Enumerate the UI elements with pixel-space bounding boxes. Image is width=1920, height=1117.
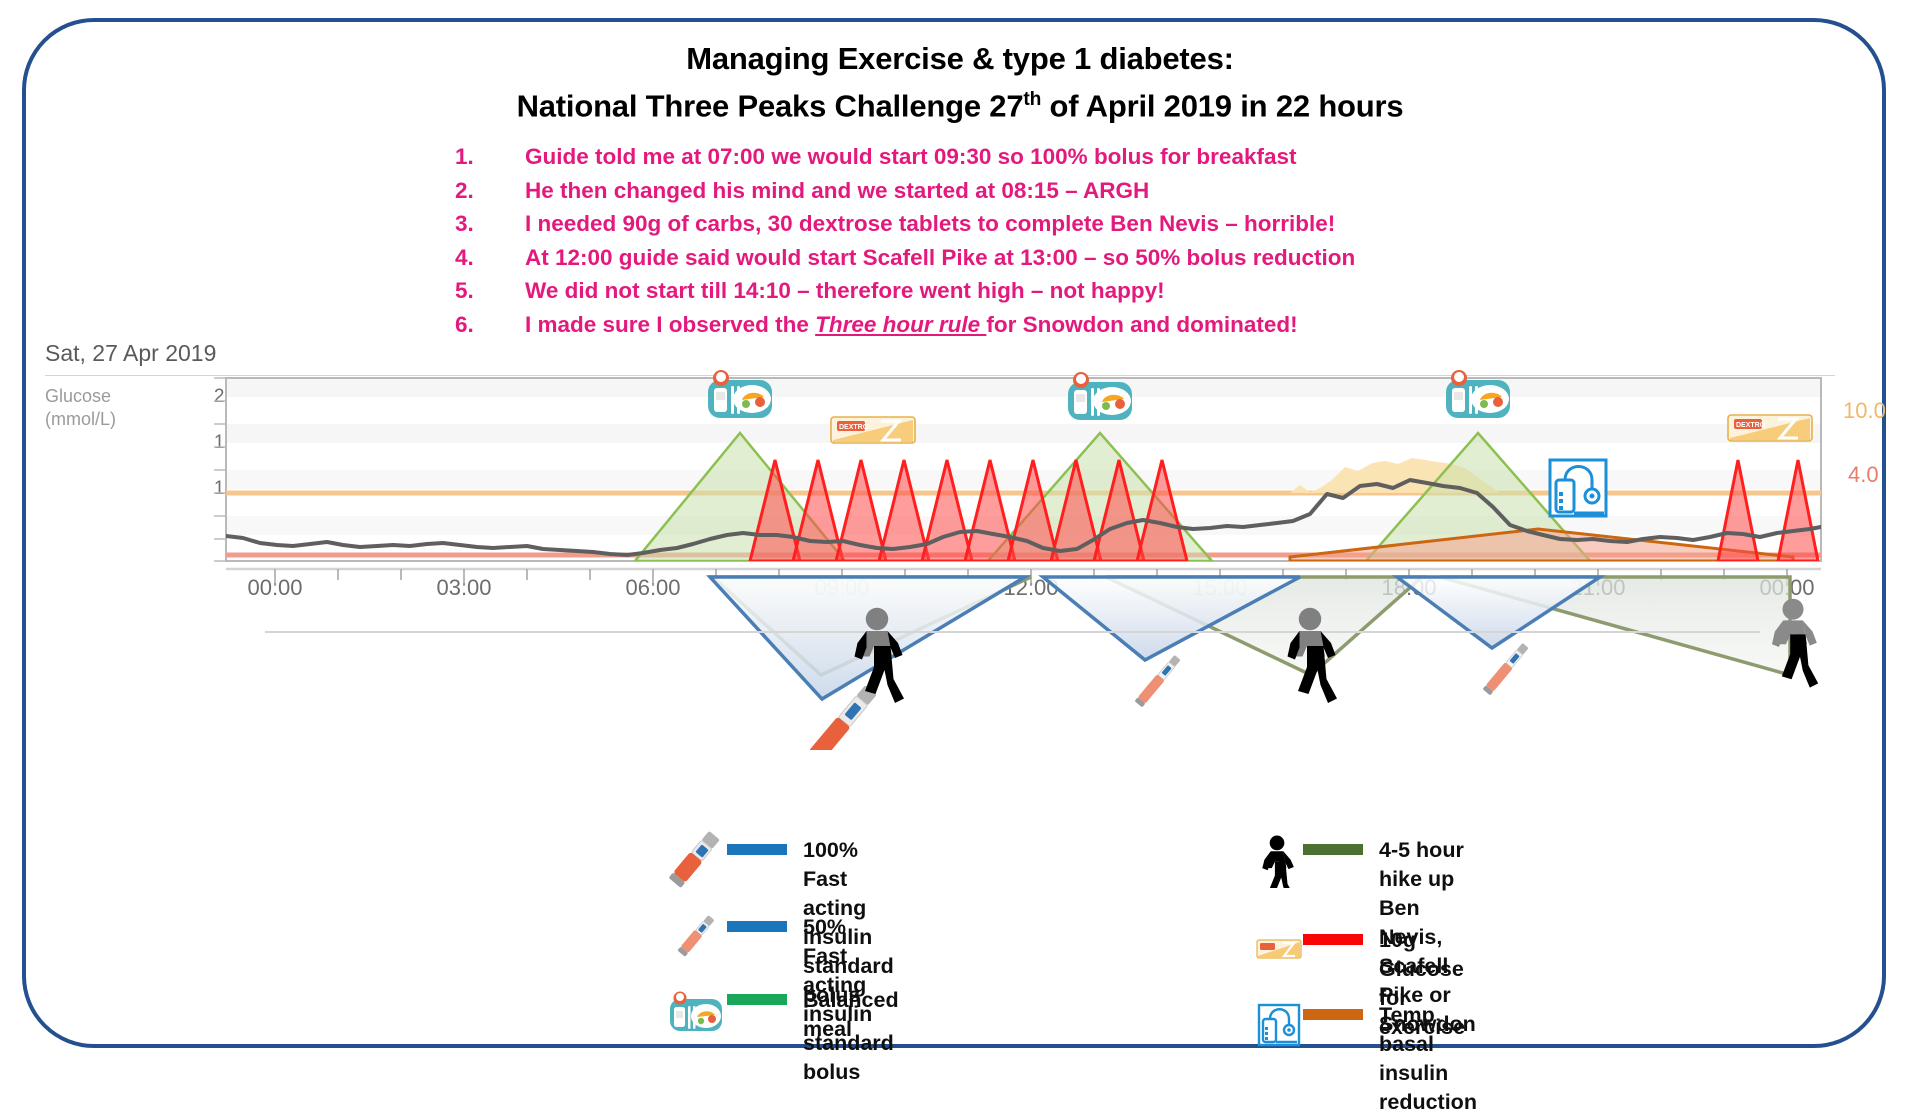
y-axis-title: Glucose (mmol/L) bbox=[45, 385, 185, 431]
bullet-number: 2. bbox=[455, 177, 474, 203]
legend-item-50-bolus: 50% Fast acting insulin standard bolus bbox=[665, 907, 894, 1087]
chart-header-divider bbox=[45, 375, 1835, 376]
bullet-text: Guide told me at 07:00 we would start 09… bbox=[525, 144, 1297, 169]
bullet-text: I made sure I observed the Three hour ru… bbox=[525, 308, 1298, 342]
bolus-triangle-50-a bbox=[1038, 575, 1301, 663]
y-axis-title-line-2: (mmol/L) bbox=[45, 409, 116, 429]
insulin-pen-large-icon bbox=[807, 685, 876, 750]
title-line-2: National Three Peaks Challenge 27th of A… bbox=[0, 79, 1920, 126]
threshold-low-label: 4.0 bbox=[1848, 462, 1879, 487]
bullet-item-1: 1. Guide told me at 07:00 we would start… bbox=[455, 140, 1755, 174]
bullet-number: 6. bbox=[455, 311, 474, 337]
meal-tray-icon bbox=[665, 980, 727, 1038]
glucose-pack-icon: DEXTRO bbox=[830, 416, 916, 444]
bullet-item-6: 6. I made sure I observed the Three hour… bbox=[455, 308, 1755, 342]
bullet-item-3: 3. I needed 90g of carbs, 30 dextrose ta… bbox=[455, 207, 1755, 241]
bullet-number: 1. bbox=[455, 144, 474, 169]
pump-icon bbox=[1548, 458, 1608, 518]
chart-legend: 100% Fast acting insulin standard bolus bbox=[0, 812, 1920, 1114]
bullet-list: 1. Guide told me at 07:00 we would start… bbox=[455, 140, 1755, 341]
bullet-text: He then changed his mind and we started … bbox=[525, 177, 1150, 203]
legend-item-100-bolus: 100% Fast acting insulin standard bolus bbox=[665, 830, 894, 1010]
bullet-item-5: 5. We did not start till 14:10 – therefo… bbox=[455, 274, 1755, 308]
bullet-number: 3. bbox=[455, 211, 474, 236]
legend-label: Balanced meal bbox=[803, 988, 899, 1041]
legend-item-glucose: 10g Glucose for exercise bbox=[1255, 920, 1465, 1042]
title-block: Managing Exercise & type 1 diabetes: Nat… bbox=[0, 38, 1920, 126]
bullet-number: 4. bbox=[455, 244, 474, 270]
glucose-pack-icon bbox=[1255, 920, 1303, 978]
glucose-chart: Sat, 27 Apr 2019 Glucose (mmol/L) 10.0 4… bbox=[0, 330, 1920, 750]
pump-icon bbox=[1255, 995, 1303, 1053]
legend-item-temp-basal: Temp basal insulin reduction bbox=[1255, 995, 1477, 1117]
title-ordinal-suffix: th bbox=[1023, 89, 1042, 110]
walking-person-icon bbox=[1255, 830, 1303, 888]
bullet-text: At 12:00 guide said would start Scafell … bbox=[525, 244, 1356, 270]
legend-swatch bbox=[1303, 844, 1363, 855]
meal-tray-icon bbox=[1446, 370, 1510, 418]
walking-person-icon bbox=[854, 607, 904, 703]
y-axis-title-line-1: Glucose bbox=[45, 386, 112, 406]
insulin-pen-large-icon bbox=[665, 830, 727, 888]
glucose-pack-icon: DEXTRO bbox=[1727, 414, 1813, 442]
slide-canvas: Managing Exercise & type 1 diabetes: Nat… bbox=[0, 18, 1920, 1114]
title-line-1: Managing Exercise & type 1 diabetes: bbox=[686, 41, 1234, 76]
legend-item-balanced-meal: Balanced meal bbox=[665, 980, 899, 1044]
svg-text:DEXTRO: DEXTRO bbox=[1736, 422, 1766, 429]
legend-item-hike: 4-5 hour hike up Ben Nevis, Scafell Pike… bbox=[1255, 830, 1476, 1039]
legend-swatch bbox=[727, 994, 787, 1005]
chart-plot-svg: DEXTRO DEXTRO bbox=[214, 370, 1822, 750]
legend-swatch bbox=[727, 921, 787, 932]
meal-tray-icon bbox=[708, 370, 772, 418]
insulin-pen-small-icon bbox=[1483, 643, 1529, 695]
svg-text:DEXTRO: DEXTRO bbox=[839, 424, 869, 431]
bullet-number: 5. bbox=[455, 278, 474, 303]
bullet-text: We did not start till 14:10 – therefore … bbox=[525, 278, 1165, 303]
title-line-2-pre: National Three Peaks Challenge 27 bbox=[516, 88, 1024, 124]
insulin-pen-small-icon bbox=[665, 907, 727, 965]
meal-tray-icon bbox=[1068, 372, 1132, 420]
walking-person-icon bbox=[1772, 598, 1819, 688]
walking-person-icon bbox=[1287, 607, 1337, 703]
chart-date-label: Sat, 27 Apr 2019 bbox=[45, 340, 217, 366]
legend-swatch bbox=[727, 844, 787, 855]
legend-label: 4-5 hour hike up Ben Nevis, Scafell Pike… bbox=[1379, 838, 1476, 1036]
bullet-text-before: I made sure I observed the bbox=[525, 311, 816, 337]
glucose-trace bbox=[226, 478, 1821, 557]
bolus-triangle-50-b bbox=[1391, 575, 1606, 651]
legend-label: Temp basal insulin reduction bbox=[1379, 1003, 1477, 1114]
legend-label: 100% Fast acting insulin standard bolus bbox=[803, 838, 894, 1007]
legend-swatch bbox=[1303, 934, 1363, 945]
legend-swatch bbox=[1303, 1009, 1363, 1020]
bullet-item-4: 4. At 12:00 guide said would start Scafe… bbox=[455, 241, 1755, 275]
y-axis-ticks bbox=[214, 377, 226, 562]
bullet-text: I needed 90g of carbs, 30 dextrose table… bbox=[525, 211, 1336, 236]
threshold-high-label: 10.0 bbox=[1843, 398, 1886, 423]
legend-label: 10g Glucose for exercise bbox=[1379, 928, 1466, 1039]
bullet-text-after: for Snowdon and dominated! bbox=[986, 311, 1298, 337]
insulin-pen-small-icon bbox=[1135, 655, 1181, 707]
legend-label: 50% Fast acting insulin standard bolus bbox=[803, 915, 894, 1084]
bullet-item-2: 2. He then changed his mind and we start… bbox=[455, 174, 1755, 208]
bullet-text-emphasis: Three hour rule bbox=[815, 311, 987, 337]
title-line-2-post: of April 2019 in 22 hours bbox=[1041, 88, 1404, 124]
